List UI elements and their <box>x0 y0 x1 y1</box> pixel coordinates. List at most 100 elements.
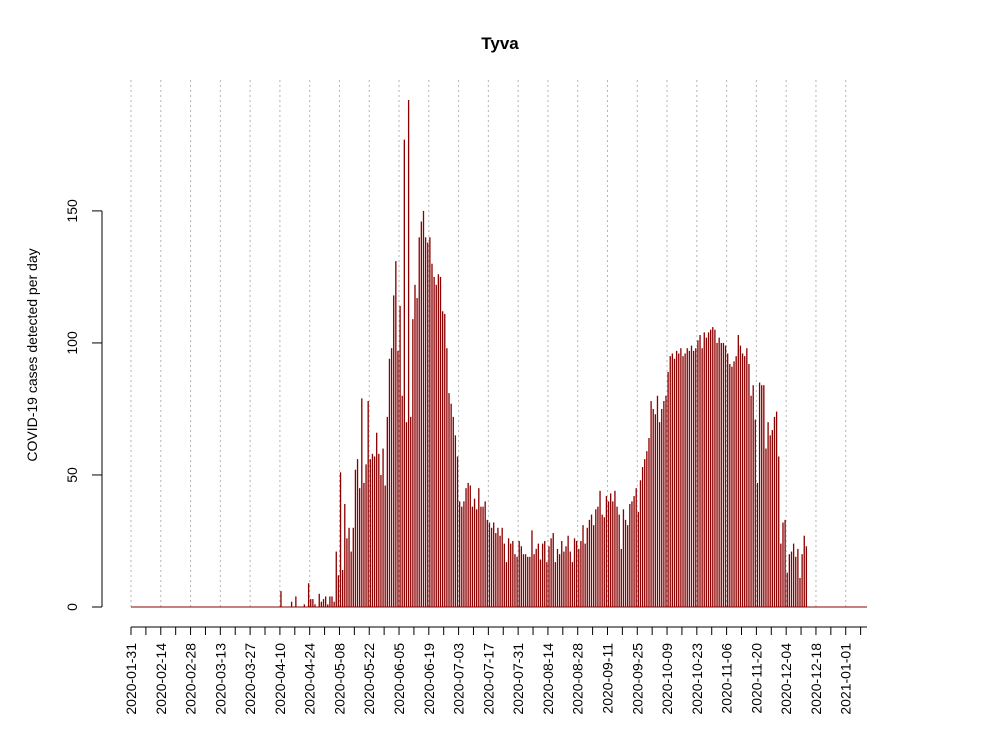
x-tick-label: 2020-05-08 <box>331 643 347 715</box>
bar <box>735 356 737 607</box>
bar <box>461 506 463 607</box>
bar <box>448 393 450 607</box>
bar <box>476 509 478 607</box>
bar <box>573 538 576 607</box>
bar <box>520 546 522 607</box>
bar <box>605 496 608 607</box>
bar <box>376 432 378 607</box>
bar <box>614 490 616 607</box>
bar <box>795 556 797 607</box>
bar <box>446 348 448 607</box>
bar <box>484 501 486 608</box>
bar <box>652 408 654 607</box>
bar <box>705 337 708 607</box>
bar <box>792 543 795 608</box>
bar <box>346 538 348 607</box>
x-tick-label: 2020-07-03 <box>451 643 467 715</box>
bar <box>452 416 454 608</box>
bar <box>752 385 754 607</box>
bar <box>314 604 316 607</box>
x-tick-label: 2020-11-20 <box>748 643 764 714</box>
bar <box>505 562 508 607</box>
bar <box>329 596 331 607</box>
bar <box>439 276 442 607</box>
bar <box>654 414 657 607</box>
bar <box>458 501 461 608</box>
bar <box>280 591 282 607</box>
bar <box>427 242 429 607</box>
bar <box>433 276 435 607</box>
x-tick-label: 2020-10-09 <box>659 643 675 715</box>
bar <box>501 527 503 607</box>
y-axis: 0 50 100 150 <box>64 199 103 611</box>
bar <box>622 509 625 607</box>
bar <box>480 506 482 607</box>
bar <box>550 538 552 607</box>
bar <box>386 416 388 608</box>
bar <box>618 514 620 607</box>
bar <box>780 543 782 608</box>
bar <box>784 519 786 607</box>
bar <box>620 548 622 607</box>
bar <box>758 382 761 607</box>
bar <box>582 525 584 607</box>
bars <box>131 100 867 608</box>
bar <box>367 401 369 607</box>
bar <box>697 340 699 607</box>
bar <box>546 562 548 607</box>
bar <box>778 456 780 607</box>
bar <box>537 543 540 608</box>
bar <box>522 554 525 607</box>
bar <box>675 350 678 607</box>
bar <box>578 548 580 607</box>
bar <box>799 577 801 607</box>
bar <box>373 456 376 607</box>
bar <box>488 522 491 607</box>
bar <box>709 329 712 607</box>
bar <box>790 551 793 607</box>
bar <box>716 342 718 607</box>
bar <box>512 540 514 607</box>
bar <box>412 319 414 607</box>
bar <box>686 348 688 607</box>
bar <box>290 601 293 607</box>
bar <box>805 546 808 607</box>
bar <box>590 514 593 607</box>
x-tick-label: 2021-01-01 <box>838 643 854 715</box>
bar <box>629 504 631 607</box>
bar <box>782 522 784 607</box>
bar <box>733 361 735 607</box>
y-tick-label: 150 <box>64 199 80 223</box>
bar <box>750 395 752 607</box>
bar <box>444 313 446 607</box>
bar <box>359 488 361 607</box>
bar <box>478 488 480 607</box>
bar <box>465 488 467 607</box>
x-tick-label: 2020-03-27 <box>242 643 258 715</box>
x-tick-label: 2020-08-14 <box>540 643 556 715</box>
bar <box>627 525 629 607</box>
bar <box>397 350 399 607</box>
bar <box>633 496 635 607</box>
bar <box>431 263 433 607</box>
bar <box>650 401 652 607</box>
x-tick-label: 2020-05-22 <box>361 643 377 715</box>
x-tick-label: 2020-03-13 <box>212 643 228 715</box>
bar <box>503 543 505 608</box>
bar <box>769 435 771 607</box>
bar <box>692 350 695 607</box>
bar <box>712 327 714 607</box>
bar <box>641 467 644 607</box>
bar <box>661 408 663 607</box>
bar <box>548 546 550 607</box>
bar <box>767 422 769 607</box>
bar <box>739 345 742 607</box>
bar <box>514 554 516 607</box>
bar <box>797 548 799 607</box>
bar <box>669 356 671 607</box>
x-tick-label: 2020-04-10 <box>272 643 288 715</box>
bar <box>695 348 697 607</box>
bar <box>405 422 408 607</box>
bar <box>610 493 612 607</box>
y-tick-label: 100 <box>64 331 80 355</box>
